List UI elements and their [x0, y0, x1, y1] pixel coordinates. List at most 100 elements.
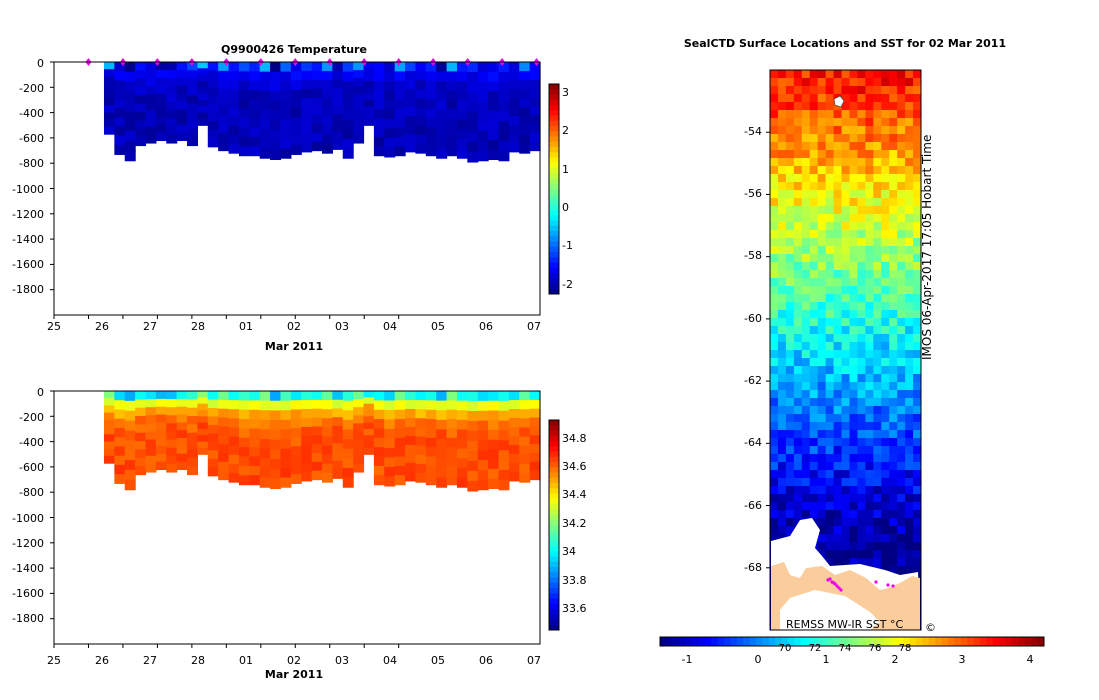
colorbar-swatch [549, 273, 559, 279]
section-cell [218, 97, 230, 107]
sst-cell [873, 206, 882, 215]
sst-cell [793, 294, 803, 303]
section-cell [270, 478, 282, 489]
section-cell [259, 81, 271, 92]
section-cell [508, 391, 520, 401]
sst-cell [817, 414, 827, 423]
sst-cell [881, 294, 890, 303]
section-cell [498, 460, 510, 471]
sst-cell [770, 174, 779, 183]
sst-cell [817, 310, 827, 319]
section-cell [187, 407, 199, 417]
sst-cell [793, 494, 803, 503]
sst-cell [777, 262, 787, 271]
sst-cell [865, 550, 874, 559]
sst-cell [809, 142, 819, 151]
sst-cell [873, 110, 882, 119]
section-cell [498, 479, 510, 491]
sst-cell [913, 270, 922, 279]
sst-cell [825, 166, 835, 175]
sst-cell [809, 462, 819, 471]
section-cell [353, 94, 365, 104]
sst-cell [833, 406, 843, 415]
section-cell [145, 431, 157, 441]
section-cell [519, 71, 531, 81]
sst-cell [833, 142, 843, 151]
section-cell [207, 441, 219, 451]
section-cell [373, 127, 385, 138]
section-cell [259, 429, 271, 440]
sst-cell [785, 486, 795, 495]
sst-cell [857, 246, 866, 255]
y-tick-label: -1200 [12, 537, 44, 550]
sst-cell [770, 86, 779, 95]
colorbar-f-tick-label: 72 [809, 643, 822, 654]
section-cell [135, 120, 147, 130]
sst-cell [849, 382, 858, 391]
sst-cell [881, 166, 890, 175]
section-cell [197, 422, 209, 430]
section-cell [456, 419, 468, 431]
colorbar-swatch [967, 637, 975, 646]
section-cell [290, 71, 302, 82]
section-cell [529, 106, 541, 116]
sst-cell [770, 302, 779, 311]
section-cell [467, 420, 479, 432]
section-cell [508, 106, 520, 117]
section-cell [103, 427, 115, 435]
y-tick-label: -600 [19, 461, 44, 474]
section-cell [415, 445, 427, 456]
sst-cell [897, 406, 906, 415]
sst-cell [833, 478, 843, 487]
section-cell [155, 109, 167, 118]
sst-cell [897, 454, 906, 463]
section-cell [394, 62, 406, 72]
sst-cell [873, 366, 882, 375]
colorbar-swatch [549, 168, 559, 174]
sst-cell [849, 230, 858, 239]
sst-cell [793, 334, 803, 343]
section-cell [508, 417, 520, 428]
section-cell [456, 71, 468, 82]
section-cell [166, 110, 178, 120]
sst-cell [817, 246, 827, 255]
section-cell [176, 116, 188, 126]
section-cell [332, 391, 344, 401]
sst-cell [801, 70, 811, 79]
sst-cell [881, 150, 890, 159]
sst-cell [770, 198, 779, 207]
section-cell [456, 119, 468, 130]
section-cell [207, 416, 219, 426]
section-cell [187, 391, 199, 400]
section-cell [332, 452, 344, 462]
sst-cell [889, 446, 898, 455]
sst-cell [913, 478, 922, 487]
sst-cell [897, 534, 906, 543]
section-cell [280, 71, 292, 82]
sst-cell [770, 390, 779, 399]
section-cell [477, 131, 489, 142]
sst-cell [793, 350, 803, 359]
section-cell [290, 455, 302, 466]
sst-cell [849, 198, 858, 207]
sst-cell [809, 414, 819, 423]
sst-cell [793, 206, 803, 215]
section-cell [238, 127, 250, 138]
sst-cell [801, 342, 811, 351]
sst-cell [849, 334, 858, 343]
colorbar-swatch [549, 619, 559, 626]
sst-cell [881, 214, 890, 223]
sst-cell [905, 278, 914, 287]
section-cell [488, 149, 500, 160]
section-cell [332, 88, 344, 98]
sst-cell [841, 286, 850, 295]
sst-cell [889, 278, 898, 287]
sst-cell [865, 430, 874, 439]
section-cell [259, 410, 271, 421]
sst-cell [889, 494, 898, 503]
section-cell [218, 391, 230, 401]
section-cell [176, 85, 188, 94]
sst-cell [817, 230, 827, 239]
section-cell [176, 62, 188, 71]
